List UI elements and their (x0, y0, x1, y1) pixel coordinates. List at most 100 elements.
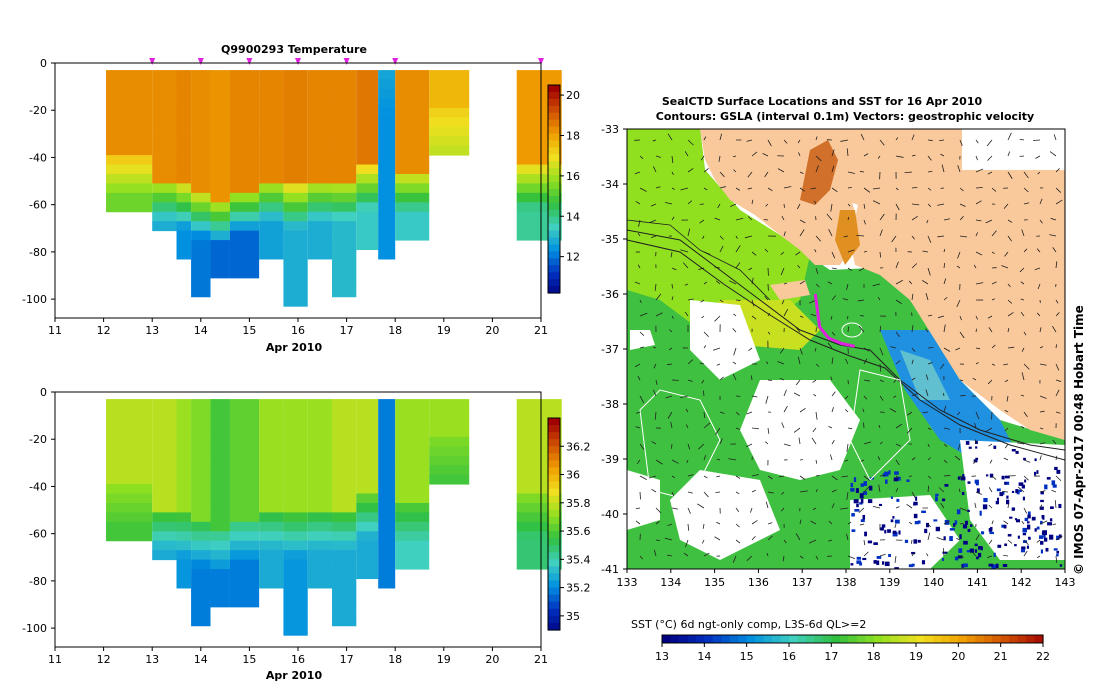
velocity-vector (847, 315, 849, 320)
section-cell (356, 107, 379, 118)
cold-speckle (1023, 457, 1026, 461)
lon-tick-label: 135 (704, 576, 725, 589)
section-cell (191, 587, 211, 598)
section-cell (229, 183, 260, 194)
velocity-vector (719, 245, 724, 253)
x-tick-label: 15 (242, 653, 256, 666)
velocity-vector (846, 148, 849, 157)
velocity-vector (1039, 490, 1046, 493)
velocity-vector (703, 251, 711, 255)
cold-speckle (975, 481, 979, 486)
section-cell (152, 164, 177, 175)
velocity-vector (895, 155, 904, 158)
velocity-vector (703, 168, 709, 173)
velocity-vector (940, 153, 945, 157)
colorbar-segment (548, 112, 560, 121)
velocity-vector (637, 232, 641, 237)
cold-speckle (1031, 516, 1036, 521)
velocity-vector (717, 203, 721, 209)
section-cell (378, 136, 396, 147)
section-cell (429, 408, 470, 419)
velocity-vector (715, 280, 721, 285)
section-cell (395, 164, 430, 175)
velocity-vector (973, 264, 977, 269)
imos-credit: © IMOS 07-Apr-2017 00:48 Hobart Time (1072, 305, 1086, 575)
section-cell (516, 211, 562, 222)
cold-speckle (977, 552, 982, 558)
velocity-vector (907, 411, 913, 416)
lat-tick-label: -35 (601, 233, 619, 246)
velocity-vector (783, 406, 788, 413)
velocity-vector (846, 491, 849, 500)
velocity-vector (847, 216, 850, 221)
velocity-vector (684, 151, 689, 157)
section-cell (152, 521, 177, 532)
velocity-vector (975, 282, 984, 285)
velocity-vector (719, 411, 725, 414)
colorbar-tick-label: 35 (566, 610, 580, 623)
section-cell (395, 465, 430, 476)
velocity-vector (687, 359, 694, 365)
section-cell (210, 230, 230, 241)
velocity-vector (714, 266, 721, 269)
velocity-vector (987, 555, 993, 558)
section-cell (378, 446, 396, 457)
section-cell (106, 117, 153, 128)
section-cell (516, 436, 562, 447)
section-cell (229, 531, 260, 542)
section-cell (356, 550, 379, 561)
cold-speckle (917, 520, 921, 524)
velocity-vector (797, 203, 801, 210)
colorbar-segment (548, 432, 560, 440)
velocity-vector (1023, 550, 1028, 557)
velocity-vector (974, 502, 977, 509)
velocity-vector (927, 362, 933, 365)
velocity-vector (764, 171, 769, 178)
section-cell (283, 597, 308, 608)
section-cell (516, 502, 562, 513)
x-tick-label: 19 (437, 653, 451, 666)
cold-speckle (966, 550, 971, 553)
velocity-vector (735, 217, 744, 221)
section-cell (229, 446, 260, 457)
cold-speckle (935, 526, 940, 532)
velocity-vector (863, 539, 866, 546)
sst-warm-shelf (627, 129, 810, 330)
velocity-vector (728, 458, 737, 461)
cold-speckle (884, 561, 890, 567)
section-cell (259, 550, 284, 561)
section-cell (191, 240, 211, 251)
lon-tick-label: 142 (1011, 576, 1032, 589)
velocity-vector (975, 347, 981, 350)
velocity-vector (799, 219, 806, 224)
colorbar-segment (548, 272, 560, 280)
section-cell (356, 465, 379, 476)
velocity-vector (728, 280, 737, 285)
gsla-contour (639, 389, 721, 501)
section-cell (356, 202, 379, 213)
section-cell (378, 502, 396, 513)
section-cell (332, 70, 357, 81)
velocity-vector (637, 375, 641, 381)
y-tick-label: 0 (40, 57, 47, 70)
velocity-vector (762, 153, 769, 157)
velocity-vector (986, 139, 993, 147)
cold-speckle (979, 510, 982, 516)
velocity-vector (959, 331, 965, 339)
section-cell (378, 531, 396, 542)
velocity-vector (670, 251, 673, 258)
section-cell (356, 79, 379, 90)
velocity-vector (703, 552, 710, 557)
x-tick-label: 19 (437, 324, 451, 337)
velocity-vector (1055, 187, 1062, 193)
velocity-vector (671, 443, 673, 449)
velocity-vector (1007, 539, 1013, 544)
section-cell (307, 465, 333, 476)
velocity-vector (955, 347, 961, 351)
velocity-vector (862, 408, 865, 413)
velocity-vector (1055, 379, 1062, 382)
colorbar-tick-label: 35.8 (566, 497, 591, 510)
velocity-vector (1007, 346, 1015, 349)
velocity-vector (936, 537, 945, 541)
